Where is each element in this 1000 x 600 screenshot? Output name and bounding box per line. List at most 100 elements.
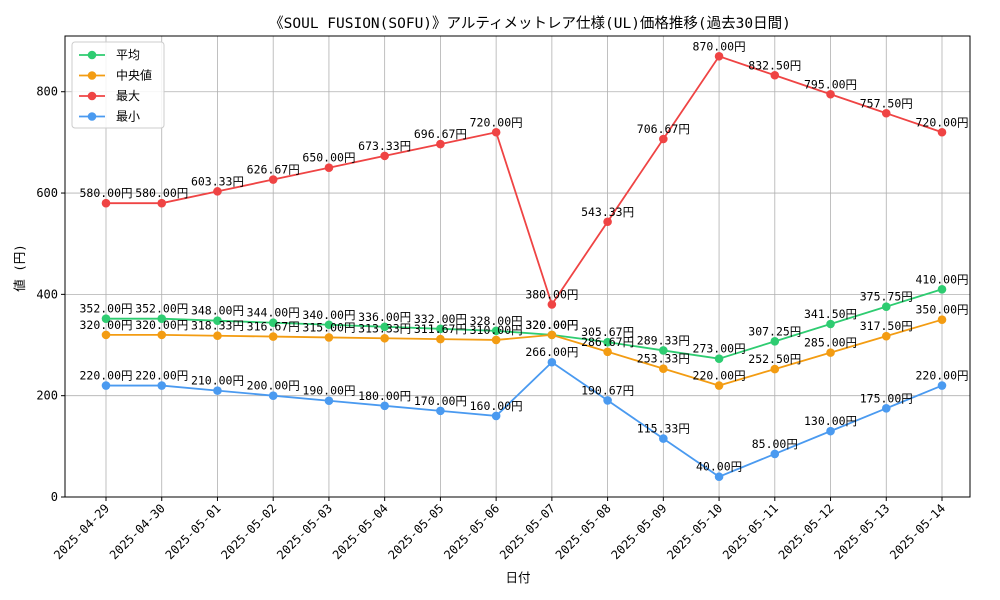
data-point <box>547 357 557 367</box>
data-point <box>770 70 780 80</box>
legend-marker <box>87 50 97 60</box>
data-label: 380.00円 <box>525 287 578 301</box>
data-label: 273.00円 <box>693 342 746 356</box>
data-point <box>324 396 334 406</box>
data-label: 348.00円 <box>191 304 244 318</box>
data-label: 210.00円 <box>191 374 244 388</box>
data-point <box>826 319 835 329</box>
data-point <box>268 332 278 341</box>
data-point <box>436 324 445 334</box>
data-label: 115.33円 <box>637 422 690 436</box>
data-label: 252.50円 <box>748 352 801 366</box>
data-point <box>603 347 612 357</box>
data-label: 160.00円 <box>470 399 523 413</box>
data-label: 626.67円 <box>247 163 300 177</box>
data-point <box>659 434 668 443</box>
data-point <box>714 51 724 61</box>
data-label: 220.00円 <box>135 369 188 383</box>
data-point <box>491 411 501 421</box>
data-label: 320.00円 <box>525 318 578 332</box>
data-point <box>101 330 111 340</box>
data-point <box>603 337 612 347</box>
data-point <box>324 163 334 173</box>
data-label: 40.00円 <box>696 460 742 474</box>
data-label: 289.33円 <box>637 333 690 347</box>
data-label: 332.00円 <box>414 312 467 326</box>
data-point <box>881 331 891 341</box>
data-label: 352.00円 <box>135 302 188 316</box>
data-point <box>881 302 891 311</box>
series-line <box>106 55 943 307</box>
legend-label: 最大 <box>116 89 140 103</box>
data-point <box>937 127 947 137</box>
data-label: 757.50円 <box>860 96 913 110</box>
data-label: 307.25円 <box>748 324 801 338</box>
data-label: 795.00円 <box>804 77 857 91</box>
data-point <box>101 198 111 208</box>
data-label: 341.50円 <box>804 307 857 321</box>
data-label: 320.00円 <box>525 318 578 332</box>
data-label: 580.00円 <box>79 186 132 200</box>
data-point <box>380 151 389 161</box>
series-line <box>106 288 943 360</box>
data-point <box>937 315 947 324</box>
data-label: 706.67円 <box>637 122 690 136</box>
data-label: 317.50円 <box>860 319 913 333</box>
data-point <box>770 449 780 459</box>
data-label: 320.00円 <box>79 318 132 332</box>
data-label: 832.50円 <box>748 58 801 72</box>
data-label: 180.00円 <box>358 389 411 403</box>
legend-marker <box>87 91 97 101</box>
data-point <box>659 134 668 144</box>
legend-label: 平均 <box>116 48 140 62</box>
data-label: 603.33円 <box>191 174 244 188</box>
data-point <box>491 326 501 336</box>
data-point <box>213 316 222 326</box>
data-label: 190.67円 <box>581 383 634 397</box>
data-point <box>714 354 724 364</box>
data-label: 344.00円 <box>247 306 300 320</box>
y-tick-label: 0 <box>51 490 58 504</box>
data-label: 410.00円 <box>915 272 968 286</box>
data-labels: 352.00円 352.00円 348.00円 344.00円 340.00円 336.0… <box>79 39 968 473</box>
data-point <box>659 364 668 373</box>
data-point <box>380 401 389 411</box>
legend-marker <box>87 112 97 121</box>
data-point <box>380 322 389 332</box>
data-label: 285.00円 <box>804 336 857 350</box>
data-label: 311.67円 <box>414 322 467 336</box>
series-line <box>106 361 943 478</box>
data-label: 313.33円 <box>358 321 411 335</box>
data-label: 870.00円 <box>693 39 746 53</box>
data-label: 375.75円 <box>860 290 913 304</box>
legend-label: 最小 <box>116 110 140 124</box>
data-point <box>770 364 780 374</box>
data-point <box>157 314 167 323</box>
y-tick-label: 800 <box>36 85 58 99</box>
data-label: 220.00円 <box>915 369 968 383</box>
data-label: 266.00円 <box>525 345 578 359</box>
data-point <box>881 404 891 413</box>
data-point <box>324 320 334 330</box>
legend-label: 中央値 <box>116 68 152 83</box>
data-label: 336.00円 <box>358 310 411 324</box>
data-point <box>770 337 780 346</box>
data-label: 130.00円 <box>804 414 857 428</box>
data-point <box>491 335 501 345</box>
data-label: 286.67円 <box>581 335 634 349</box>
data-point <box>268 175 278 184</box>
data-point <box>213 386 222 395</box>
data-label: 650.00円 <box>302 151 355 165</box>
data-point <box>101 381 111 390</box>
data-label: 253.33円 <box>637 352 690 366</box>
data-label: 350.00円 <box>915 303 968 317</box>
data-point <box>937 381 947 390</box>
data-point <box>157 330 167 340</box>
data-label: 305.67円 <box>581 325 634 339</box>
data-point <box>603 217 612 227</box>
data-label: 220.00円 <box>79 369 132 383</box>
plot-frame <box>64 35 971 498</box>
data-label: 720.00円 <box>915 115 968 129</box>
grid <box>65 36 970 498</box>
data-label: 220.00円 <box>693 369 746 383</box>
